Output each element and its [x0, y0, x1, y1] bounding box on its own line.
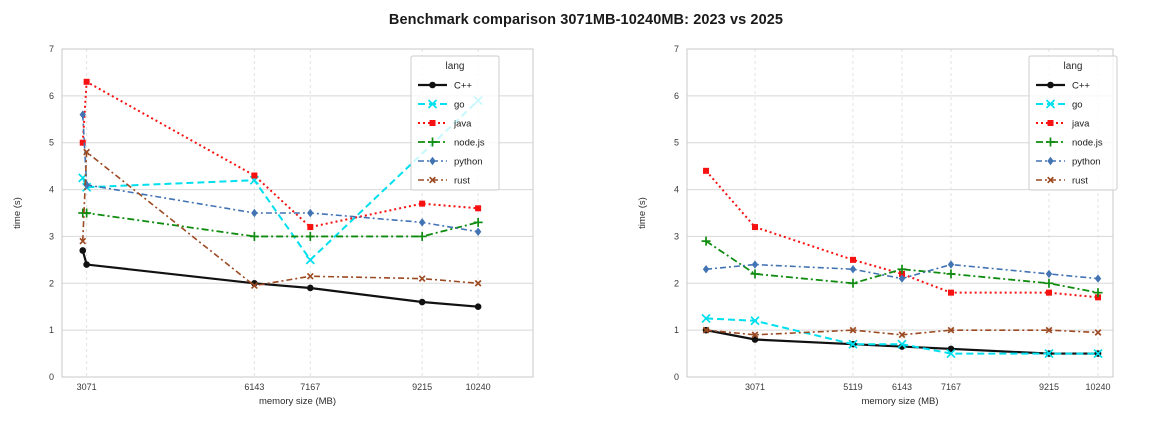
y-tick-label: 7 [49, 44, 54, 54]
legend-label: go [1072, 100, 1083, 111]
legend-label: rust [1072, 176, 1088, 187]
y-tick-label: 5 [49, 138, 54, 148]
series-rust [79, 148, 482, 290]
legend-label: java [453, 119, 472, 130]
legend-item-java: java [418, 119, 472, 130]
series-go [701, 313, 1103, 359]
legend-label: C++ [454, 81, 472, 92]
chart-title: Benchmark comparison 3071MB-10240MB: 202… [388, 12, 784, 28]
y-tick-label: 2 [674, 278, 679, 288]
y-tick-label: 3 [674, 231, 679, 241]
y-axis-label: time (s) [637, 197, 648, 229]
legend: lang C++ go java node.js python rust [1028, 55, 1118, 191]
legend-label: java [1071, 119, 1090, 130]
legend-label: C++ [1072, 81, 1090, 92]
x-tick-label: 7167 [300, 382, 320, 392]
legend-item-go: go [418, 99, 465, 111]
legend-title: lang [1064, 61, 1083, 72]
legend: lang C++ go java node.js python rust [410, 55, 500, 191]
x-tick-label: 6143 [892, 382, 912, 392]
legend-label: node.js [1072, 138, 1103, 149]
y-tick-label: 4 [49, 185, 54, 195]
x-tick-label: 6143 [244, 382, 264, 392]
legend-item-cpp: C++ [1036, 81, 1090, 92]
y-axis-label: time (s) [12, 197, 23, 229]
legend-item-nodejs: node.js [418, 137, 485, 149]
series-cpp [79, 247, 482, 311]
chart-right: 0 1 2 3 4 5 6 7 3071 5119 6143 7167 9215 10240 memory … [637, 44, 1118, 407]
legend-label: python [1072, 157, 1101, 168]
y-tick-label: 4 [674, 185, 679, 195]
y-tick-label: 1 [49, 325, 54, 335]
legend-label: go [454, 100, 465, 111]
x-tick-label: 10240 [466, 382, 491, 392]
x-tick-label: 5119 [843, 382, 862, 392]
legend-item-cpp: C++ [418, 81, 472, 92]
series-python [702, 260, 1102, 283]
legend-label: python [454, 157, 483, 168]
x-tick-label: 3071 [745, 382, 765, 392]
y-tick-label: 2 [49, 278, 54, 288]
x-tick-label: 7167 [941, 382, 961, 392]
y-tick-label: 0 [674, 372, 679, 382]
series-nodejs [78, 208, 483, 241]
x-axis-label: memory size (MB) [259, 396, 336, 407]
y-tick-label: 6 [49, 91, 54, 101]
plot-border [61, 48, 534, 378]
legend-item-python: python [418, 157, 483, 168]
legend-box [410, 55, 500, 191]
legend-item-rust: rust [418, 176, 470, 187]
y-tick-label: 5 [674, 138, 679, 148]
series-nodejs [701, 236, 1103, 298]
series-python [79, 110, 482, 236]
legend-label: rust [454, 176, 470, 187]
x-tick-label: 10240 [1086, 382, 1111, 392]
plot-border [686, 48, 1114, 378]
legend-label: node.js [454, 138, 485, 149]
series-java [703, 167, 1102, 301]
chart-left: 0 1 2 3 4 5 6 7 3071 6143 7167 9215 10240 memory size… [12, 44, 534, 407]
x-tick-label: 9215 [412, 382, 432, 392]
series-rust [702, 326, 1102, 339]
x-tick-label: 9215 [1039, 382, 1059, 392]
y-tick-label: 7 [674, 44, 679, 54]
legend-title: lang [446, 61, 465, 72]
legend-item-python: python [1036, 157, 1101, 168]
y-tick-label: 0 [49, 372, 54, 382]
y-tick-label: 6 [674, 91, 679, 101]
legend-box [1028, 55, 1118, 191]
legend-item-nodejs: node.js [1036, 137, 1103, 149]
y-tick-label: 3 [49, 231, 54, 241]
legend-item-java: java [1036, 119, 1090, 130]
x-axis-label: memory size (MB) [861, 396, 938, 407]
x-tick-label: 3071 [77, 382, 97, 392]
y-tick-label: 1 [674, 325, 679, 335]
legend-item-rust: rust [1036, 176, 1088, 187]
series-java [79, 78, 482, 231]
legend-item-go: go [1036, 99, 1083, 111]
